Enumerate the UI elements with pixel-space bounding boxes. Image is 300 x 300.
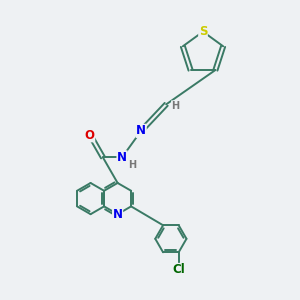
Text: H: H bbox=[128, 160, 136, 170]
Text: N: N bbox=[136, 124, 146, 137]
Text: H: H bbox=[172, 101, 180, 111]
Text: N: N bbox=[117, 151, 127, 164]
Text: N: N bbox=[112, 208, 123, 221]
Text: Cl: Cl bbox=[172, 263, 185, 277]
Text: O: O bbox=[85, 129, 94, 142]
Text: S: S bbox=[199, 25, 207, 38]
